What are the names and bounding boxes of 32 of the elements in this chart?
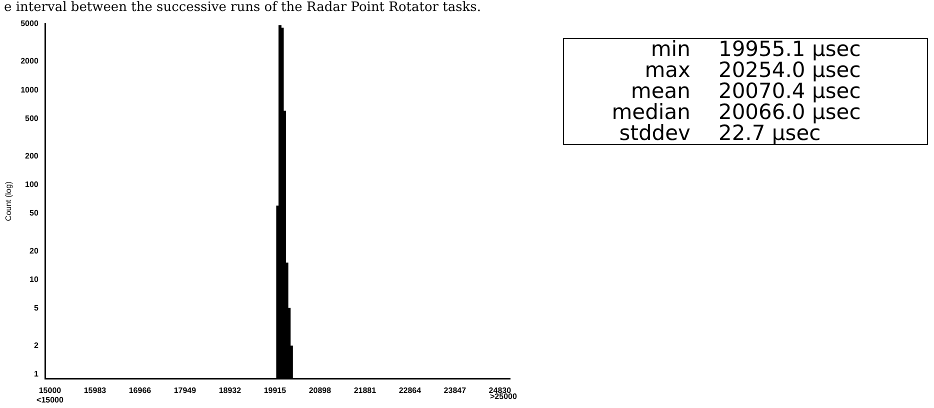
x-tick-label: 20898 bbox=[308, 386, 332, 395]
y-tick-label: 2000 bbox=[20, 56, 39, 66]
x-tick-label: 22864 bbox=[398, 386, 422, 395]
y-tick-label: 20 bbox=[29, 246, 39, 256]
x-tick-label: 24830 bbox=[488, 386, 512, 395]
y-tick-label: 5000 bbox=[20, 19, 39, 28]
category-label: min bbox=[650, 37, 692, 61]
category-label: mean bbox=[630, 79, 692, 103]
category-label: stddev bbox=[618, 121, 692, 145]
x-tick-label: 21881 bbox=[354, 386, 377, 395]
y-tick-label: 500 bbox=[25, 114, 39, 123]
x-tick-label: 16966 bbox=[128, 386, 152, 395]
category-label: max bbox=[644, 58, 692, 82]
x-tick-label: 15000 <15000 bbox=[36, 386, 64, 404]
y-tick-label: 10 bbox=[29, 274, 39, 284]
text: >25000 bbox=[490, 392, 517, 401]
y-axis-title: Count (log) bbox=[4, 181, 14, 222]
y-tick-label: 100 bbox=[25, 180, 39, 190]
y-tick-label: 2 bbox=[34, 341, 39, 350]
text: 19955.1 μsec bbox=[718, 37, 861, 61]
x-tick-label: 23847 bbox=[444, 386, 467, 395]
y-tick-label: 200 bbox=[25, 152, 39, 161]
x-tick-label: 15983 bbox=[84, 386, 107, 395]
y-tick-label: 5 bbox=[34, 303, 39, 312]
y-tick-label: 50 bbox=[29, 208, 39, 218]
category-label: median bbox=[610, 100, 692, 124]
x-tick-label: 17949 bbox=[174, 386, 197, 395]
y-tick-label: 1 bbox=[34, 370, 39, 379]
x-tick-label: 19915 bbox=[264, 386, 287, 395]
chart-title: e interval between the successive runs of the Radar Point Rotator tasks. bbox=[4, 0, 481, 15]
x-tick-label: 18932 bbox=[218, 386, 242, 395]
y-tick-label: 1000 bbox=[20, 85, 39, 94]
